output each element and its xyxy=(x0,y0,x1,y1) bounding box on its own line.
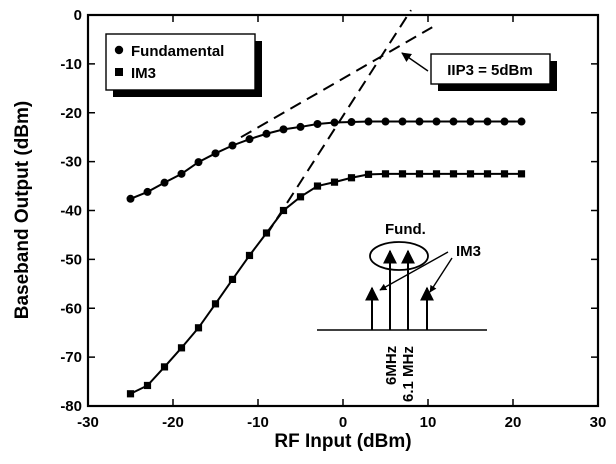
data-point-fundamental xyxy=(466,117,475,126)
data-point-im3 xyxy=(245,251,254,260)
data-point-im3 xyxy=(262,229,271,237)
data-point-im3 xyxy=(415,170,424,178)
data-point-im3 xyxy=(500,170,509,178)
data-point-fundamental xyxy=(500,117,509,126)
x-tick-label: -20 xyxy=(162,414,184,431)
data-point-im3 xyxy=(194,324,203,332)
y-axis-label: Baseband Output (dBm) xyxy=(12,101,33,320)
data-point-im3 xyxy=(381,170,390,178)
data-point-fundamental xyxy=(449,117,458,126)
legend-marker-im3 xyxy=(115,68,123,76)
series-line-0 xyxy=(130,120,522,200)
data-point-fundamental xyxy=(347,118,356,127)
y-tick-label: -60 xyxy=(60,300,82,317)
data-point-fundamental xyxy=(143,187,152,196)
x-tick-label: -10 xyxy=(247,414,269,431)
data-point-im3 xyxy=(211,300,220,308)
data-point-fundamental xyxy=(381,117,390,126)
data-point-fundamental xyxy=(279,125,288,134)
y-tick-label: -10 xyxy=(60,56,82,73)
legend-box xyxy=(105,33,256,91)
y-tick-label: -20 xyxy=(60,105,82,122)
iip3-label: IIP3 = 5dBm xyxy=(447,62,532,79)
data-point-im3 xyxy=(449,170,458,178)
legend: Fundamental IM3 xyxy=(105,33,262,97)
data-point-im3 xyxy=(364,170,373,178)
data-point-im3 xyxy=(330,178,339,186)
data-point-im3 xyxy=(279,206,288,215)
data-point-fundamental xyxy=(228,141,237,150)
data-point-im3 xyxy=(313,182,322,190)
data-point-im3 xyxy=(483,170,492,178)
spectrum-inset: Fund. IM3 6MHz 6.1 MHz xyxy=(317,221,487,402)
data-point-fundamental xyxy=(160,178,169,187)
fund-ellipse xyxy=(369,241,429,271)
freq-label-6-1mhz: 6.1 MHz xyxy=(400,346,417,402)
im3-pointer-right xyxy=(429,257,453,293)
iip3-arrow xyxy=(401,52,429,72)
data-point-im3 xyxy=(517,170,526,178)
series-line-1 xyxy=(130,172,522,395)
data-point-fundamental xyxy=(296,122,305,131)
data-series xyxy=(126,117,526,398)
data-point-fundamental xyxy=(177,169,186,178)
x-tick-label: 20 xyxy=(505,414,522,431)
data-point-im3 xyxy=(126,390,135,398)
x-tick-labels: -30 -20 -10 0 10 20 30 xyxy=(77,414,606,431)
data-point-im3 xyxy=(296,193,305,201)
data-point-fundamental xyxy=(313,119,322,128)
data-point-im3 xyxy=(160,363,169,371)
legend-label-im3: IM3 xyxy=(131,65,156,82)
x-tick-label: 0 xyxy=(339,414,347,431)
y-tick-label: 0 xyxy=(74,7,82,24)
fund-label: Fund. xyxy=(385,221,426,238)
y-tick-label: -70 xyxy=(60,349,82,366)
data-point-fundamental xyxy=(211,149,220,158)
x-tick-label: -30 xyxy=(77,414,99,431)
y-tick-label: -50 xyxy=(60,251,82,268)
im3-pointer-left xyxy=(379,251,449,291)
legend-label-fundamental: Fundamental xyxy=(131,43,224,60)
iip3-box xyxy=(430,53,551,85)
data-point-im3 xyxy=(466,170,475,178)
data-point-fundamental xyxy=(432,117,441,126)
y-tick-labels: 0 -10 -20 -30 -40 -50 -60 -70 -80 xyxy=(60,7,82,415)
x-tick-label: 30 xyxy=(590,414,607,431)
y-tick-label: -40 xyxy=(60,203,82,220)
data-point-im3 xyxy=(347,174,356,182)
y-tick-label: -30 xyxy=(60,154,82,171)
data-point-im3 xyxy=(398,170,407,178)
data-point-fundamental xyxy=(415,117,424,126)
data-point-im3 xyxy=(143,381,152,390)
data-point-fundamental xyxy=(245,135,254,144)
data-point-im3 xyxy=(432,170,441,178)
x-tick-label: 10 xyxy=(420,414,437,431)
data-point-fundamental xyxy=(517,117,526,126)
data-point-im3 xyxy=(177,344,186,352)
im3-label: IM3 xyxy=(456,243,481,260)
iip3-annotation: IIP3 = 5dBm xyxy=(401,52,557,91)
freq-label-6mhz: 6MHz xyxy=(383,346,400,385)
data-point-fundamental xyxy=(126,194,135,203)
data-point-fundamental xyxy=(194,158,203,167)
data-point-im3 xyxy=(228,275,237,284)
legend-marker-fundamental xyxy=(114,45,124,55)
data-point-fundamental xyxy=(364,117,373,126)
data-point-fundamental xyxy=(262,129,271,138)
data-point-fundamental xyxy=(483,117,492,126)
y-tick-label: -80 xyxy=(60,398,82,415)
x-axis-label: RF Input (dBm) xyxy=(274,431,411,452)
data-point-fundamental xyxy=(398,117,407,126)
data-point-fundamental xyxy=(330,118,339,127)
axis-ticks xyxy=(87,14,599,407)
